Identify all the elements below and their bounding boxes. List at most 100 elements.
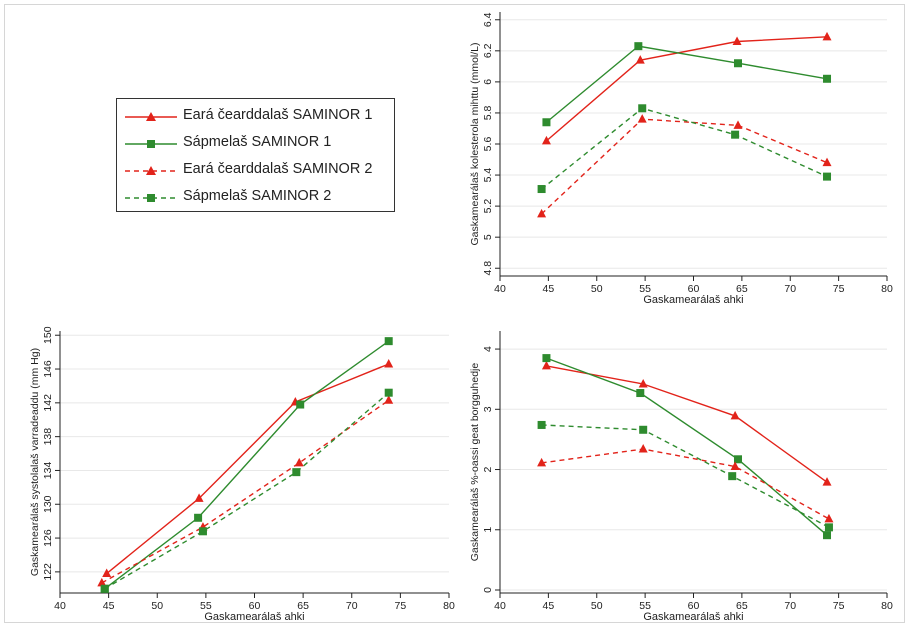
legend-swatch-green-dashed [125, 194, 177, 202]
data-point-square [292, 468, 301, 477]
y-tick-label: 150 [42, 326, 54, 344]
legend-item-red-saminor2: Eará čearddalaš SAMINOR 2 [117, 157, 394, 185]
y-tick-label: 2 [482, 466, 494, 472]
series-line [106, 363, 389, 575]
chart-smoking: 0 1 2 3 4 40 45 50 55 60 65 70 75 80 Gaskamearálaš ahk… [469, 331, 893, 623]
series-line [104, 392, 390, 590]
x-tick-label: 70 [346, 600, 358, 612]
x-tick-label: 45 [103, 600, 115, 612]
x-tick-label: 75 [833, 600, 845, 612]
x-axis-title: Gaskamearálaš ahki [643, 294, 743, 306]
y-tick-label: 6.4 [482, 12, 494, 27]
x-tick-label: 50 [151, 600, 163, 612]
data-point-square [537, 185, 546, 194]
y-tick-label: 3 [482, 406, 494, 412]
x-tick-label: 50 [591, 600, 603, 612]
legend-label: Sápmelaš SAMINOR 1 [183, 134, 332, 150]
x-tick-label: 60 [688, 600, 700, 612]
data-point-square [100, 584, 109, 593]
data-point-triangle [537, 208, 547, 218]
x-tick-label: 55 [639, 283, 651, 295]
x-tick-label: 80 [881, 283, 893, 295]
data-point-square [636, 389, 645, 398]
legend-label: Sápmelaš SAMINOR 2 [183, 188, 332, 204]
y-tick-label: 126 [42, 529, 54, 547]
legend-label: Eará čearddalaš SAMINOR 2 [183, 161, 373, 177]
x-tick-label: 75 [833, 283, 845, 295]
y-axis-title: Gaskamearálaš %-oassi geat borgguhedje [469, 363, 481, 562]
chart-cholesterol: 4.8 5 5.2 5.4 5.6 5.8 6 6.2 6.4 40 45 50 55 60 65 70 75 8… [469, 12, 893, 306]
data-point-square [728, 472, 737, 481]
data-point-triangle [824, 513, 834, 523]
y-tick-label: 5.4 [482, 168, 494, 183]
y-tick-label: 122 [42, 563, 54, 581]
data-point-square [823, 74, 832, 83]
legend-item-green-saminor1: Sápmelaš SAMINOR 1 [117, 130, 394, 158]
data-point-triangle [637, 114, 647, 123]
data-point-triangle [730, 461, 740, 471]
x-tick-label: 60 [688, 283, 700, 295]
data-point-triangle [102, 568, 112, 578]
data-point-triangle [541, 135, 551, 145]
legend-item-green-saminor2: Sápmelaš SAMINOR 2 [117, 184, 394, 212]
data-point-triangle [732, 36, 742, 46]
series-0 [541, 31, 832, 145]
data-point-square [384, 337, 393, 346]
series-line [104, 340, 390, 590]
series-0 [541, 360, 832, 486]
series-2 [537, 444, 834, 523]
x-tick-label: 45 [543, 600, 555, 612]
x-tick-label: 75 [395, 600, 407, 612]
y-tick-label: 0 [482, 587, 494, 593]
legend-item-red-saminor1: Eará čearddalaš SAMINOR 1 [117, 103, 394, 131]
series-3 [537, 420, 833, 532]
series-line [545, 45, 828, 123]
x-tick-label: 65 [736, 283, 748, 295]
plot-area [60, 331, 449, 593]
x-tick-label: 45 [543, 283, 555, 295]
data-point-triangle [384, 358, 394, 368]
series-1 [542, 42, 832, 127]
series-3 [100, 388, 393, 593]
y-tick-label: 5.2 [482, 199, 494, 214]
series-line [101, 399, 390, 584]
series-line [541, 424, 830, 528]
data-point-triangle [733, 120, 743, 129]
legend-swatch-green-solid [125, 140, 177, 148]
data-point-square [537, 420, 546, 429]
series-line [541, 118, 828, 215]
y-tick-label: 4.8 [482, 261, 494, 276]
data-point-triangle [730, 410, 740, 420]
y-tick-label: 146 [42, 360, 54, 378]
data-point-triangle [638, 379, 648, 388]
data-point-square [384, 388, 393, 397]
data-point-triangle [294, 457, 304, 467]
data-point-triangle [537, 457, 547, 467]
y-tick-label: 6 [482, 79, 494, 85]
data-point-square [198, 527, 207, 536]
y-tick-label: 130 [42, 495, 54, 513]
legend-label: Eará čearddalaš SAMINOR 1 [183, 107, 373, 123]
data-point-square [731, 130, 740, 139]
x-tick-label: 80 [881, 600, 893, 612]
data-point-square [734, 59, 743, 68]
x-tick-label: 80 [443, 600, 455, 612]
x-axis-title: Gaskamearálaš ahki [643, 611, 743, 623]
data-point-triangle [822, 31, 832, 41]
data-point-triangle [97, 577, 107, 587]
x-tick-label: 65 [736, 600, 748, 612]
series-line [541, 107, 828, 190]
y-tick-label: 4 [482, 346, 494, 352]
x-tick-label: 40 [494, 283, 506, 295]
series-2 [537, 114, 832, 218]
plot-area [500, 331, 887, 593]
data-point-square [194, 513, 203, 522]
y-tick-label: 5.6 [482, 137, 494, 152]
data-point-square [542, 118, 551, 127]
data-point-square [638, 104, 647, 113]
y-axis-title: Gaskamearálaš kolesterola mihttu (mmol/L… [469, 42, 481, 245]
series-line [545, 36, 828, 142]
y-tick-label: 138 [42, 428, 54, 446]
y-axis-title: Gaskamearálaš systolalaš varradeaddu (mm… [29, 348, 41, 576]
x-tick-label: 70 [784, 600, 796, 612]
